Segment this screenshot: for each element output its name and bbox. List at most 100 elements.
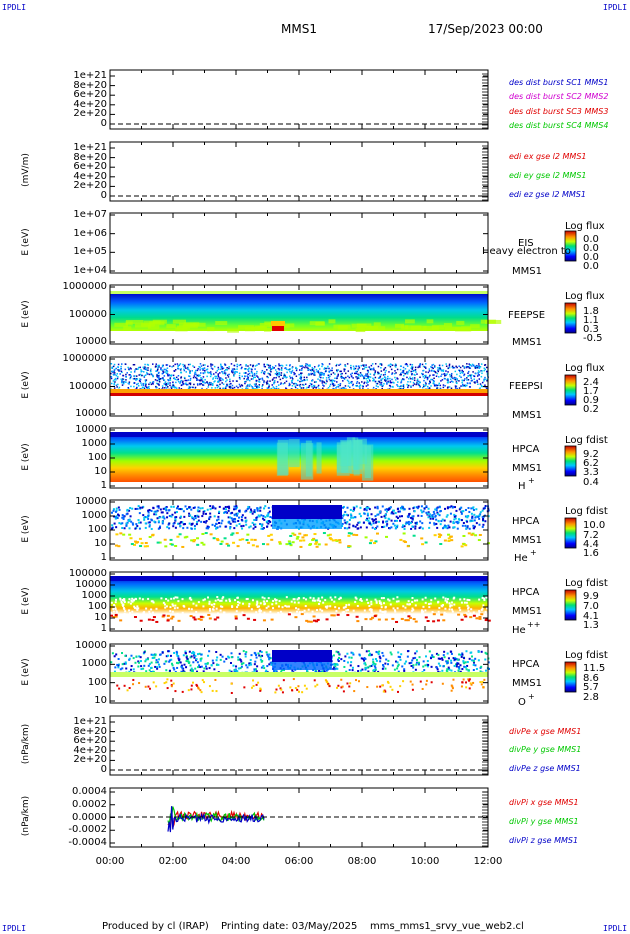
spectrogram-p8-gap [236, 596, 239, 599]
spectrogram-p7-pixel [240, 518, 243, 521]
colorbar-p6 [564, 445, 577, 477]
spectrogram-p8-gap [444, 597, 447, 600]
spacecraft-label-p9: MMS1 [512, 678, 542, 689]
spectrogram-p5-pixel [394, 363, 397, 365]
spectrogram-p7-pixel [253, 509, 256, 512]
spectrogram-p5-pixel [366, 382, 368, 384]
spectrogram-p8-low [478, 615, 482, 618]
spectrogram-p5-pixel [219, 378, 221, 381]
spectrogram-p9-pixel [435, 652, 438, 655]
spectrogram-p5-pixel [395, 366, 397, 368]
spectrogram-p8-gap [263, 611, 266, 614]
spectrogram-p8-gap [296, 610, 299, 613]
spectrogram-p8-gap [285, 596, 288, 599]
spectrogram-p8-low [287, 613, 291, 616]
spectrogram-p5-pixel [212, 382, 214, 385]
spectrogram-p7-pixel [346, 520, 349, 523]
spectrogram-p5-pixel [407, 371, 410, 373]
spectrogram-p5-pixel [389, 365, 392, 368]
spectrogram-p5-pixel [329, 369, 332, 372]
spectrogram-p8-gap [297, 601, 300, 604]
spectrogram-p9-pixel [450, 650, 453, 653]
spectrogram-p5-pixel [217, 375, 220, 378]
spectrogram-p9-pixel [186, 657, 189, 660]
spectrogram-p9-pixel [268, 663, 271, 666]
spectrogram-p7-pixel [473, 513, 476, 516]
spectrogram-p9-pixel [405, 660, 408, 663]
spectrogram-p6-streak [353, 440, 360, 476]
spectrogram-p7-low [178, 533, 182, 536]
spectrogram-p9-low [291, 689, 294, 692]
spectrogram-p5-pixel [472, 364, 475, 367]
spectrogram-p5-pixel [362, 364, 364, 366]
spectrogram-p9-pixel [473, 661, 476, 664]
spectrogram-p5-pixel [452, 366, 455, 369]
spectrogram-p5-pixel [461, 385, 464, 387]
spectrogram-p5-pixel [340, 387, 343, 390]
spectrogram-p5-pixel [367, 371, 370, 373]
spectrogram-p5-pixel [134, 375, 136, 377]
spectrogram-p8-gap [439, 613, 442, 616]
spectrogram-p9-pixel [336, 667, 339, 670]
spectrogram-p5-pixel [245, 380, 247, 383]
spectrogram-p6-streak [340, 439, 351, 467]
spectrogram-p7-pixel [148, 525, 151, 528]
spectrogram-p7-pixel [236, 514, 239, 517]
spectrogram-p7-low [220, 540, 224, 543]
spectrogram-p5-pixel [142, 384, 145, 386]
spectrogram-p9-pixel [123, 662, 126, 665]
spectrogram-p8-low [242, 614, 246, 617]
spectrogram-p8-gap [258, 610, 261, 613]
spectrogram-p5-pixel [436, 387, 438, 389]
spectrogram-p5-pixel [161, 369, 163, 371]
spectrogram-p7-pixel [414, 527, 417, 530]
spectrogram-p5-pixel [334, 377, 336, 379]
spectrogram-p5-pixel [374, 371, 376, 374]
spectrogram-p4-patch [254, 325, 265, 330]
spectrogram-p5-pixel [378, 372, 380, 375]
spectrogram-p7-pixel [474, 516, 477, 519]
spectrogram-p7-pixel [265, 520, 268, 523]
spectrogram-p5-pixel [332, 385, 335, 387]
spectrogram-p8-gap [225, 599, 228, 602]
spectrogram-p5-pixel [469, 364, 471, 367]
spectrogram-p8-gap [324, 605, 327, 608]
spectrogram-p5-pixel [278, 373, 281, 375]
spectrogram-p5-pixel [170, 375, 173, 377]
spectrogram-p7-pixel [449, 512, 452, 515]
spectrogram-p9-pixel [375, 659, 378, 662]
spectrogram-p8-gap [473, 617, 476, 620]
spectrogram-p9-pixel [377, 670, 380, 673]
spectrogram-p9-low [349, 682, 352, 685]
spectrogram-p8-gap [115, 598, 118, 601]
spectrogram-p5-pixel [179, 363, 182, 365]
spectrogram-p8-gap [240, 614, 243, 617]
spectrogram-p8-low [110, 614, 113, 617]
spectrogram-p7-pixel [157, 527, 160, 530]
spectrogram-p8-low [426, 620, 430, 623]
spectrogram-p7-pixel [244, 510, 247, 513]
spectrogram-p5-pixel [418, 384, 421, 387]
spectrogram-p9-pixel [456, 661, 459, 664]
spectrogram-p5-pixel [169, 379, 171, 381]
spectrogram-p5-pixel [226, 374, 229, 376]
spectrogram-p7-pixel [136, 507, 139, 510]
spectrogram-p7-pixel [439, 523, 442, 526]
spectrogram-p5-pixel [177, 364, 179, 367]
spectrogram-p5-pixel [408, 378, 410, 380]
spectrogram-p5-pixel [474, 382, 476, 384]
spectrogram-p5-pixel [432, 363, 435, 366]
spectrogram-p8-gap [131, 610, 134, 613]
spectrogram-p5-pixel [411, 377, 414, 379]
spectrogram-p5-pixel [401, 371, 404, 374]
spectrogram-p9-pixel [116, 663, 119, 666]
spectrogram-p5-pixel [143, 375, 145, 377]
spectrogram-p5-pixel [158, 378, 160, 380]
spectrogram-p5-pixel [464, 384, 467, 386]
spectrogram-p5-pixel [188, 375, 190, 377]
spectrogram-p5-pixel [483, 367, 486, 370]
spectrogram-p9-pixel [441, 658, 444, 661]
spectrogram-p9-pixel [260, 651, 263, 654]
spectrogram-p5-pixel [256, 387, 258, 389]
spectrogram-p9-pixel [450, 661, 453, 664]
